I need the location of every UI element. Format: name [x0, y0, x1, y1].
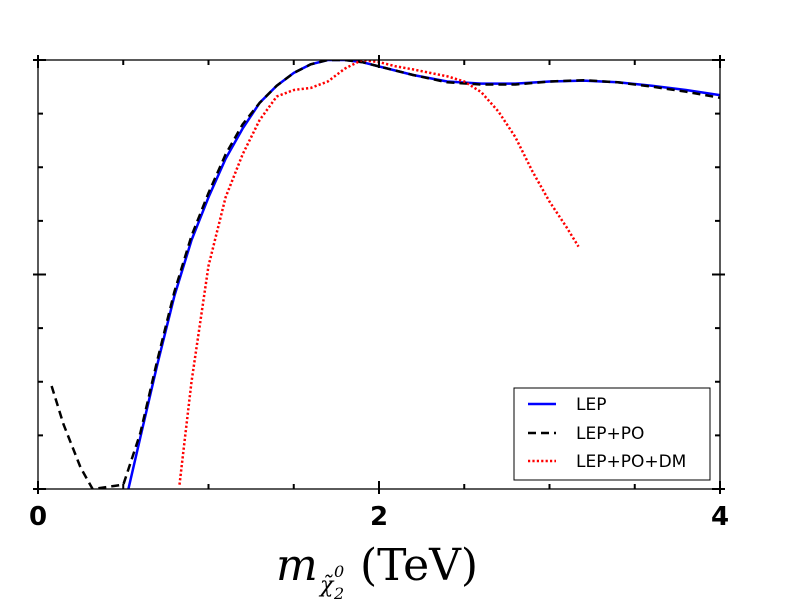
x-tick-label: 2 — [370, 502, 388, 532]
legend-label-lep: LEP — [576, 395, 606, 415]
legend: LEP LEP+PO LEP+PO+DM — [513, 387, 711, 481]
x-axis-label-subscript-sup: 0 — [334, 562, 344, 581]
x-axis-label-subscript-index: 2 — [333, 584, 344, 600]
x-axis-label-symbol: m — [276, 540, 318, 591]
x-tick-labels: 0 2 4 — [29, 502, 729, 532]
x-axis-label-unit: (TeV) — [360, 540, 478, 591]
tick-layer — [33, 55, 725, 494]
series-line-lep-po — [50, 60, 720, 489]
x-axis-label: m χ̃ 2 0 (TeV) — [276, 540, 478, 600]
x-axis-label-subscript: χ̃ — [318, 573, 335, 598]
legend-label-lep-po: LEP+PO — [576, 424, 644, 444]
x-tick-label: 4 — [711, 502, 729, 532]
legend-label-lep-po-dm: LEP+PO+DM — [576, 452, 686, 472]
x-tick-label: 0 — [29, 502, 47, 532]
